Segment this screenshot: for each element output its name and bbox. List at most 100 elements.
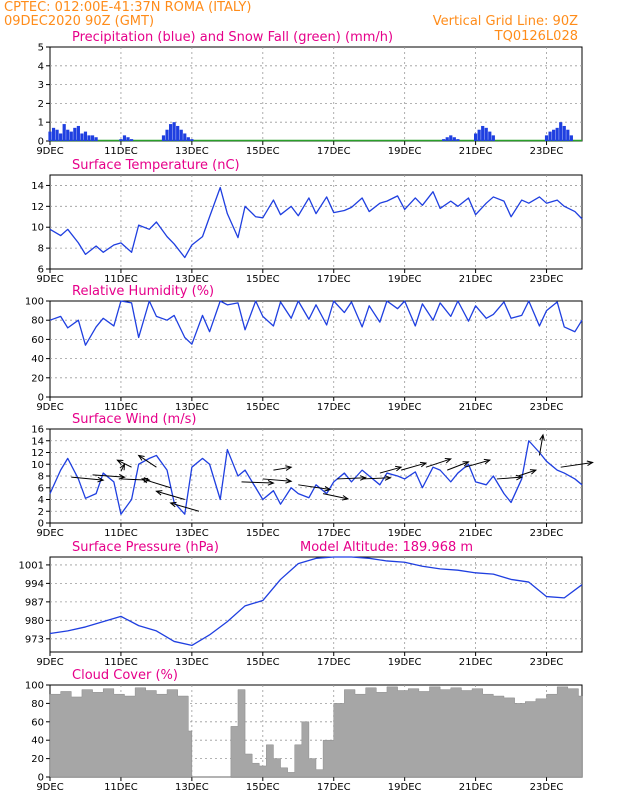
precip-bar <box>552 129 556 141</box>
precip-ytick-label: 5 <box>38 43 44 54</box>
wind-arrow-head <box>97 476 105 483</box>
precip-frame <box>49 46 583 142</box>
precip-bar <box>161 135 166 141</box>
rh-ytick-label: 100 <box>25 297 44 308</box>
wind-arrow-head <box>267 480 275 486</box>
precip-bar <box>76 125 80 141</box>
precip-bar <box>569 135 573 141</box>
wind-arrow <box>138 455 157 468</box>
pres-ytick-label: 987 <box>25 597 44 608</box>
pres-xtick-label: 21DEC <box>459 657 493 668</box>
wind-arrow-head <box>140 477 149 484</box>
wind-arrow-head <box>341 495 350 501</box>
precip-bar <box>562 125 566 141</box>
precip-ytick-label: 0 <box>38 137 44 148</box>
panel-temp: 9DEC 11DEC 13DEC 15DEC 17DEC 19DEC 21DEC 23DEC 6… <box>31 174 583 285</box>
wind-arrow <box>262 478 292 482</box>
precip-bar <box>555 127 559 141</box>
cloud-xtick-label: 19DEC <box>388 782 422 793</box>
pres-ytick-label: 994 <box>25 579 44 590</box>
precip-bar <box>90 135 95 141</box>
precip-bar <box>172 122 176 141</box>
panel-pres: 9DEC 11DEC 13DEC 15DEC 17DEC 19DEC 21DEC 23DEC 9… <box>19 556 583 668</box>
wind-arrow <box>142 478 171 489</box>
wind-arrow <box>117 459 132 468</box>
wind-ytick-label: 16 <box>31 425 44 436</box>
precip-bar <box>122 135 127 141</box>
pres-line <box>49 556 583 647</box>
precip-bar <box>484 127 488 141</box>
precip-bar <box>544 135 549 141</box>
wind-arrow-head <box>285 465 293 471</box>
temp-xtick-label: 17DEC <box>317 274 351 285</box>
wind-xtick-label: 21DEC <box>459 528 493 539</box>
pres-ytick-label: 980 <box>25 616 44 627</box>
precip-bar <box>94 137 98 141</box>
temp-xtick-label: 15DEC <box>246 274 280 285</box>
precip-bar <box>119 139 123 141</box>
wind-arrow <box>447 461 469 471</box>
precip-ytick-label: 4 <box>38 61 44 72</box>
pres-xtick-label: 19DEC <box>388 657 422 668</box>
pressure-title: Surface Pressure (hPa) <box>72 540 219 555</box>
wind-arrow <box>560 461 593 468</box>
rh-xtick-label: 11DEC <box>104 402 138 413</box>
wind-arrow <box>425 458 451 468</box>
precip-ytick-label: 2 <box>38 99 44 110</box>
rh-xtick-label: 13DEC <box>175 402 209 413</box>
precip-bar <box>559 122 563 141</box>
rh-frame <box>49 300 583 398</box>
precip-xtick-label: 13DEC <box>175 146 209 157</box>
wind-arrow <box>362 477 391 480</box>
precip-bar <box>126 137 130 141</box>
rh-line <box>49 300 583 346</box>
rh-xtick-label: 9DEC <box>36 402 63 413</box>
wind-arrow-head <box>116 459 124 466</box>
cloud-ytick-label: 0 <box>38 773 44 784</box>
precip-xtick-label: 21DEC <box>459 146 493 157</box>
cloud-xtick-label: 11DEC <box>104 782 138 793</box>
wind-ytick-label: 2 <box>38 507 44 518</box>
wind-arrow <box>400 462 427 471</box>
cloud-ytick-label: 100 <box>25 681 44 692</box>
temp-ytick-label: 8 <box>38 244 44 255</box>
precip-bar <box>452 137 456 141</box>
rh-ytick-label: 60 <box>31 335 44 346</box>
wind-xtick-label: 17DEC <box>317 528 351 539</box>
wind-arrow-head <box>419 461 428 468</box>
humidity-title: Relative Humidity (%) <box>72 284 214 299</box>
temp-xtick-label: 21DEC <box>459 274 493 285</box>
precip-bar <box>55 129 59 141</box>
vertical-grid-line-label: Vertical Grid Line: 90Z <box>433 14 578 29</box>
precip-bar <box>51 127 56 141</box>
precip-xtick-label: 9DEC <box>36 146 63 157</box>
precip-bar <box>129 139 134 141</box>
temp-xtick-label: 13DEC <box>175 274 209 285</box>
wind-arrow-head <box>118 473 126 480</box>
precip-bar <box>548 131 552 141</box>
rh-xtick-label: 23DEC <box>530 402 564 413</box>
rh-ytick-label: 40 <box>31 354 44 365</box>
precip-bar <box>168 124 173 141</box>
rh-xtick-label: 17DEC <box>317 402 351 413</box>
wind-arrow <box>298 484 331 491</box>
precip-bar <box>566 129 570 141</box>
precip-bar <box>165 129 169 141</box>
wind-arrow-head <box>285 478 293 484</box>
pres-ytick-label: 1001 <box>19 560 44 571</box>
precip-bar <box>477 129 481 141</box>
temp-xtick-label: 19DEC <box>388 274 422 285</box>
rh-ytick-label: 0 <box>38 393 44 404</box>
wind-xtick-label: 19DEC <box>388 528 422 539</box>
rh-xtick-label: 15DEC <box>246 402 280 413</box>
wind-arrow-head <box>515 474 523 481</box>
wind-arrow-head <box>483 458 492 465</box>
wind-arrow-head <box>155 490 163 496</box>
precip-bar <box>179 129 183 141</box>
temp-frame <box>49 174 583 270</box>
wind-ytick-label: 12 <box>31 448 44 459</box>
wind-arrow-head <box>137 454 145 461</box>
model-code: TQ0126L028 <box>494 29 578 44</box>
panel-rh: 9DEC 11DEC 13DEC 15DEC 17DEC 19DEC 21DEC 23DEC 0… <box>25 297 583 413</box>
temp-ytick-label: 10 <box>31 223 44 234</box>
